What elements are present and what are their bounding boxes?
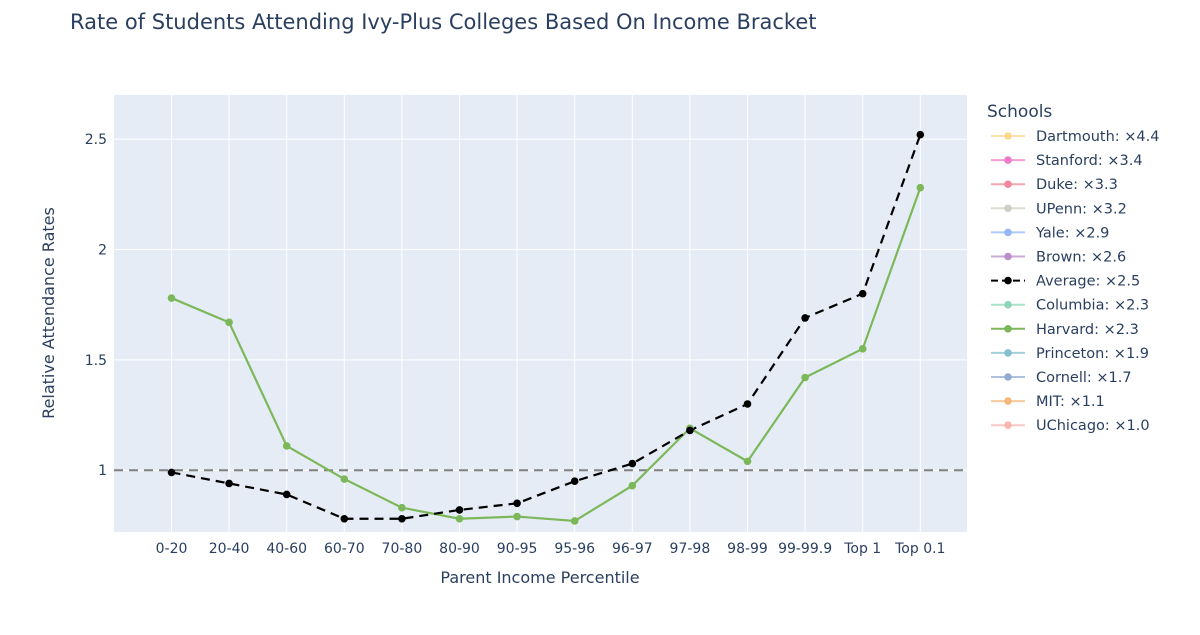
- legend-swatch-marker: [1004, 132, 1012, 140]
- grid-lines: [114, 95, 967, 532]
- legend-item-duke[interactable]: Duke: ×3.3: [991, 177, 1118, 193]
- legend-swatch-marker: [1004, 300, 1012, 309]
- legend-item-uchicago[interactable]: UChicago: ×1.0: [991, 418, 1150, 434]
- x-tick-label: 20-40: [209, 541, 250, 557]
- legend-item-mit[interactable]: MIT: ×1.1: [991, 394, 1105, 410]
- y-tick-label: 2.5: [85, 132, 107, 148]
- legend-item-princeton[interactable]: Princeton: ×1.9: [991, 346, 1149, 362]
- legend-item-average[interactable]: Average: ×2.5: [991, 274, 1140, 290]
- average-data-point[interactable]: [398, 514, 406, 523]
- average-data-point[interactable]: [282, 490, 291, 499]
- legend-item-columbia[interactable]: Columbia: ×2.3: [991, 298, 1149, 314]
- average-series-line: [171, 134, 922, 520]
- harvard-data-point[interactable]: [743, 457, 752, 466]
- harvard-data-point[interactable]: [398, 503, 406, 512]
- x-tick-label: 99-99.9: [778, 541, 832, 557]
- legend-label: Stanford: ×3.4: [1036, 153, 1143, 169]
- average-data-point[interactable]: [628, 459, 637, 468]
- x-axis-title: Parent Income Percentile: [440, 568, 639, 587]
- y-tick-label: 1: [98, 463, 107, 479]
- legend: Dartmouth: ×4.4 Stanford: ×3.4 Duke: ×3.3 U…: [991, 129, 1159, 434]
- legend-swatch-marker: [1004, 156, 1012, 164]
- harvard-data-point[interactable]: [513, 512, 521, 521]
- legend-item-stanford[interactable]: Stanford: ×3.4: [991, 153, 1143, 169]
- harvard-data-point[interactable]: [225, 318, 233, 327]
- y-tick-label: 2: [98, 242, 107, 258]
- legend-label: Dartmouth: ×4.4: [1036, 129, 1159, 145]
- legend-item-brown[interactable]: Brown: ×2.6: [991, 250, 1126, 266]
- legend-label: Average: ×2.5: [1036, 274, 1140, 290]
- legend-label: Columbia: ×2.3: [1036, 298, 1149, 314]
- harvard-data-point[interactable]: [570, 517, 579, 525]
- average-data-point[interactable]: [455, 506, 464, 514]
- x-tick-label: 98-99: [727, 541, 768, 557]
- x-tick-label: 96-97: [612, 541, 653, 557]
- legend-label: UPenn: ×3.2: [1036, 201, 1127, 217]
- legend-title: Schools: [987, 102, 1052, 122]
- legend-swatch-marker: [1004, 373, 1012, 381]
- x-tick-label: 40-60: [266, 541, 307, 557]
- x-tick-label: Top 1: [843, 541, 881, 557]
- legend-item-upenn[interactable]: UPenn: ×3.2: [991, 201, 1127, 217]
- legend-label: UChicago: ×1.0: [1036, 418, 1150, 434]
- x-tick-label: 97-98: [670, 541, 711, 557]
- x-tick-label: 95-96: [554, 541, 595, 557]
- harvard-data-point[interactable]: [340, 475, 349, 483]
- x-tick-label: 70-80: [382, 541, 423, 557]
- legend-label: Princeton: ×1.9: [1036, 346, 1149, 362]
- legend-item-cornell[interactable]: Cornell: ×1.7: [991, 370, 1132, 386]
- harvard-data-point[interactable]: [858, 345, 867, 353]
- legend-swatch-marker: [1004, 325, 1012, 333]
- plot-area: [114, 95, 967, 532]
- y-tick-label: 1.5: [85, 353, 107, 369]
- y-axis-ticks: 1 1.5 2 2.5: [85, 132, 107, 479]
- legend-swatch-marker: [1004, 228, 1012, 237]
- harvard-data-point[interactable]: [167, 294, 176, 302]
- harvard-data-point[interactable]: [801, 373, 809, 382]
- legend-item-harvard[interactable]: Harvard: ×2.3: [991, 322, 1139, 338]
- average-data-point[interactable]: [858, 289, 867, 298]
- average-data-point[interactable]: [743, 400, 752, 408]
- average-data-point[interactable]: [916, 130, 925, 139]
- x-axis-ticks: 0-20 20-40 40-60 60-70 70-80 80-90 90-95 95-96 9…: [156, 541, 946, 557]
- legend-swatch-marker: [1004, 276, 1012, 285]
- harvard-data-point[interactable]: [282, 442, 291, 450]
- average-data-point[interactable]: [570, 477, 579, 486]
- legend-label: Duke: ×3.3: [1036, 177, 1118, 193]
- y-axis-title: Relative Attendance Rates: [39, 207, 58, 419]
- x-tick-label: 60-70: [324, 541, 365, 557]
- chart-title: Rate of Students Attending Ivy-Plus Coll…: [70, 10, 816, 34]
- average-data-point[interactable]: [340, 514, 349, 523]
- legend-swatch-marker: [1004, 349, 1012, 357]
- harvard-data-point[interactable]: [628, 481, 637, 490]
- average-data-point[interactable]: [225, 479, 233, 488]
- x-tick-label: 90-95: [497, 541, 538, 557]
- legend-label: Brown: ×2.6: [1036, 250, 1126, 266]
- legend-swatch-marker: [1004, 180, 1012, 188]
- harvard-series-line: [171, 187, 922, 523]
- average-data-point[interactable]: [513, 499, 521, 508]
- x-tick-label: Top 0.1: [894, 541, 945, 557]
- legend-swatch-marker: [1004, 421, 1012, 430]
- x-tick-label: 0-20: [156, 541, 188, 557]
- average-data-point[interactable]: [801, 314, 809, 322]
- harvard-data-point[interactable]: [455, 514, 464, 523]
- legend-label: MIT: ×1.1: [1036, 394, 1105, 410]
- legend-item-dartmouth[interactable]: Dartmouth: ×4.4: [991, 129, 1159, 145]
- average-data-point[interactable]: [167, 468, 176, 477]
- average-data-point[interactable]: [686, 426, 694, 435]
- legend-swatch-marker: [1004, 397, 1012, 405]
- x-tick-label: 80-90: [439, 541, 480, 557]
- legend-swatch-marker: [1004, 204, 1012, 213]
- legend-item-yale[interactable]: Yale: ×2.9: [991, 225, 1109, 241]
- series-group: [167, 130, 925, 525]
- legend-label: Cornell: ×1.7: [1036, 370, 1132, 386]
- legend-label: Yale: ×2.9: [1035, 225, 1109, 241]
- harvard-data-point[interactable]: [916, 183, 925, 192]
- legend-label: Harvard: ×2.3: [1036, 322, 1139, 338]
- legend-swatch-marker: [1004, 252, 1012, 261]
